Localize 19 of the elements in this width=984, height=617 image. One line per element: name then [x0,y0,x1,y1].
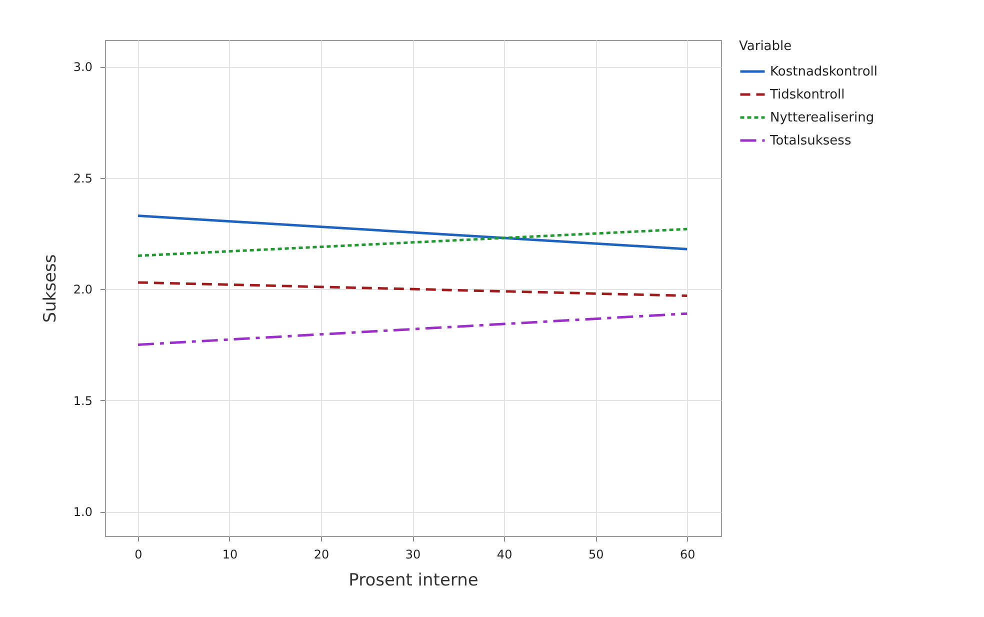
x-tick-label: 10 [222,548,238,562]
x-axis-title: Prosent interne [348,570,478,590]
x-tick-label: 40 [496,548,512,562]
x-tick-label: 0 [134,548,142,562]
legend-label: Kostnadskontroll [770,64,878,80]
x-tick-label: 60 [680,548,696,562]
y-tick-label: 2.0 [73,282,92,297]
x-tick-label: 30 [405,548,421,562]
y-tick-label: 3.0 [73,60,92,74]
legend-title: Variable [739,39,792,54]
legend-label: Nytterealisering [770,110,874,126]
legend-label: Totalsuksess [769,134,852,148]
legend-label: Tidskontroll [769,88,845,102]
x-tick-label: 20 [314,548,330,562]
y-axis-title: Suksess [40,254,60,323]
y-tick-label: 2.5 [73,171,92,186]
y-tick-label: 1.0 [73,505,92,520]
x-tick-label: 50 [588,548,604,562]
y-tick-label: 1.5 [73,394,92,408]
